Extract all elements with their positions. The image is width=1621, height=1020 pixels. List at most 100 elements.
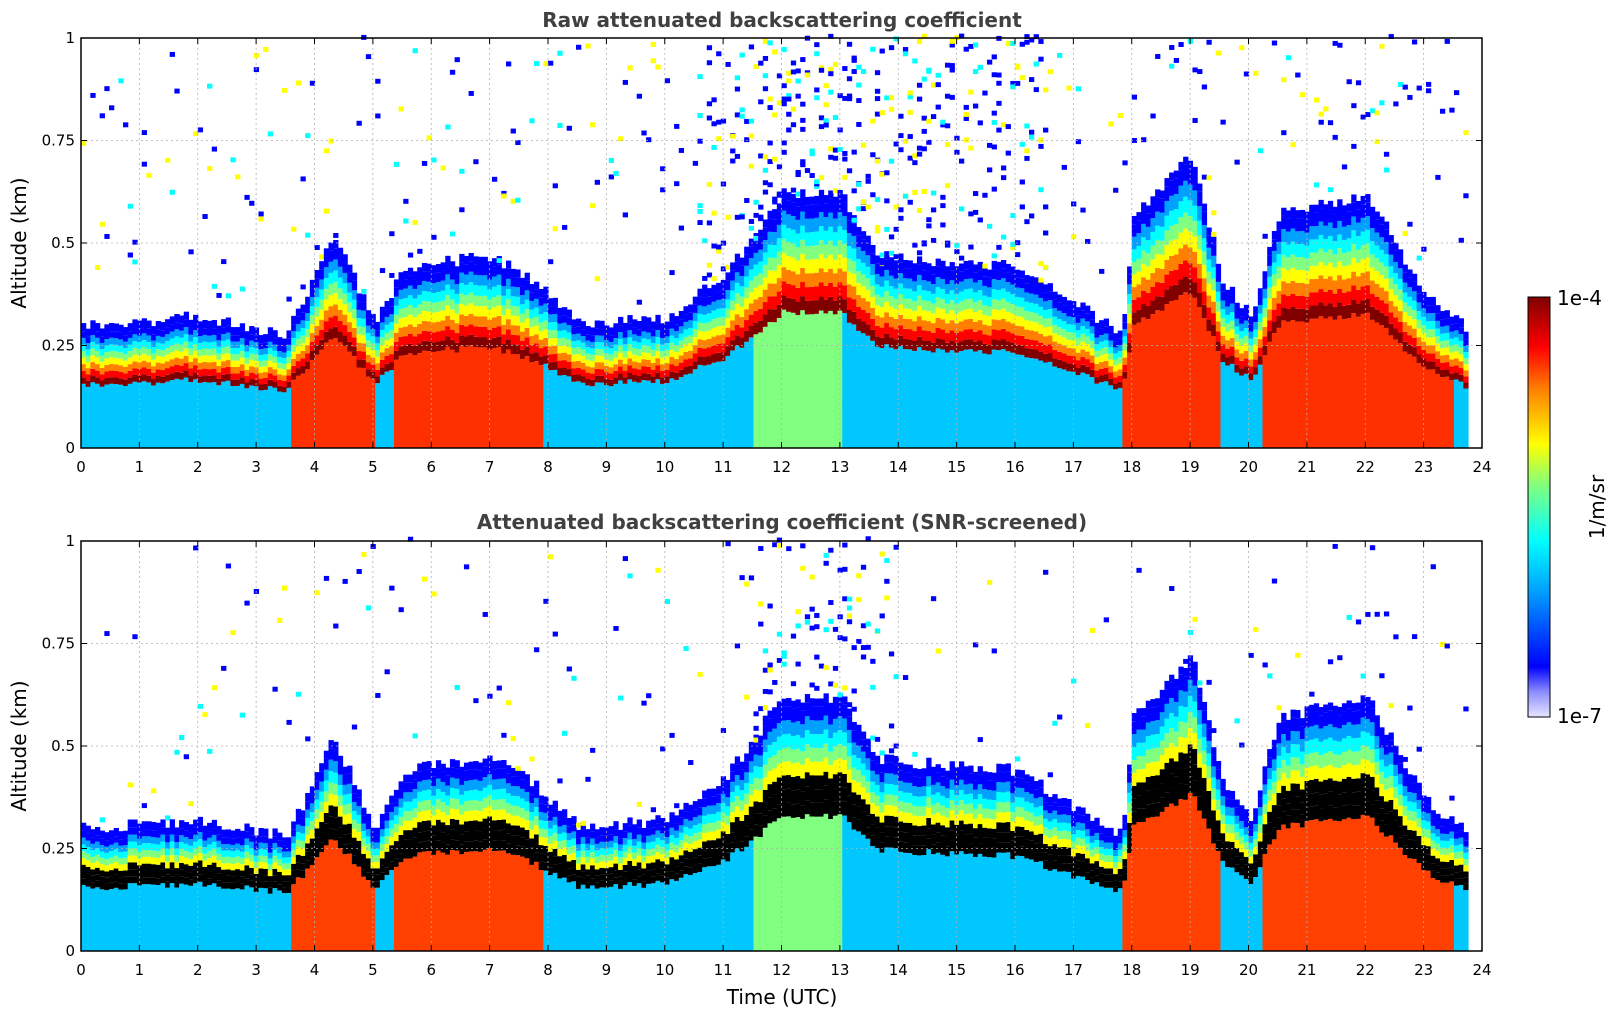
heat-cell (1033, 285, 1039, 295)
heat-cell (1122, 357, 1128, 365)
heat-cell (104, 339, 110, 346)
heat-cell (104, 332, 110, 340)
heat-cell (1094, 350, 1100, 358)
heat-cell (1089, 340, 1095, 349)
heat-cell (123, 385, 129, 448)
heat-cell (566, 339, 572, 348)
heat-cell (991, 72, 997, 78)
heat-cell (781, 46, 787, 52)
heat-cell (202, 214, 208, 219)
heat-cell (1099, 268, 1105, 274)
heat-cell (309, 812, 316, 821)
heat-cell (1267, 331, 1273, 342)
heat-cell (459, 775, 465, 785)
heat-cell (123, 373, 129, 380)
heat-cell (403, 811, 409, 821)
heat-cell (921, 310, 927, 321)
heat-cell (860, 231, 867, 240)
heat-cell (375, 343, 381, 350)
heat-cell (571, 867, 577, 875)
heat-cell (1355, 80, 1362, 86)
heat-cell (580, 356, 586, 363)
heat-cell (1215, 321, 1222, 332)
heat-cell (230, 335, 236, 342)
heat-cell (1010, 352, 1016, 448)
heat-cell (1029, 358, 1035, 448)
heat-cell (608, 379, 614, 387)
heat-cell (1430, 345, 1436, 354)
heat-cell (1374, 271, 1380, 284)
heat-cell (1085, 359, 1091, 367)
heat-cell (1379, 216, 1385, 225)
heat-cell (590, 851, 596, 859)
heat-cell (90, 92, 96, 98)
heat-cell (1402, 230, 1408, 236)
heat-cell (944, 266, 951, 275)
heat-cell (1075, 360, 1081, 368)
heat-cell (146, 375, 152, 383)
heat-cell (1453, 330, 1460, 338)
heat-cell (1453, 351, 1460, 359)
heat-cell (697, 313, 703, 323)
heat-cell (1379, 249, 1385, 263)
heat-cell (884, 312, 890, 324)
heat-cell (557, 353, 563, 361)
heat-cell (608, 360, 614, 368)
heat-cell (165, 848, 171, 856)
heat-cell (426, 291, 432, 302)
chart-title-raw: Raw attenuated backscattering coefficien… (542, 8, 1022, 32)
heat-cell (543, 812, 549, 822)
heat-cell (958, 301, 965, 312)
heat-cell (277, 385, 283, 392)
heat-cell (832, 314, 839, 448)
heat-cell (874, 305, 881, 316)
heat-cell (440, 270, 446, 281)
heat-cell (515, 776, 521, 787)
heat-cell (347, 803, 353, 814)
heat-cell (496, 326, 502, 337)
heat-cell (697, 347, 703, 357)
heat-cell (678, 348, 685, 356)
heat-cell (856, 122, 862, 127)
heat-cell (921, 76, 927, 82)
heat-cell (566, 847, 572, 855)
heat-cell (445, 815, 451, 826)
heat-cell (468, 261, 474, 272)
y-tick-label: 0.75 (42, 132, 75, 150)
heat-cell (711, 327, 717, 337)
heat-cell (576, 838, 582, 845)
heat-cell (884, 251, 890, 260)
heat-cell (412, 298, 418, 308)
heat-cell (179, 315, 185, 324)
heat-cell (734, 261, 741, 273)
heat-cell (1346, 264, 1352, 279)
heat-cell (510, 128, 516, 134)
heat-cell (1211, 267, 1217, 279)
heat-cell (1411, 281, 1418, 292)
heat-cell (90, 869, 96, 876)
heat-cell (221, 882, 227, 889)
x-tick-label: 2 (193, 458, 203, 476)
heat-cell (1290, 142, 1296, 148)
heat-cell (253, 835, 260, 844)
heat-cell (650, 343, 657, 350)
heat-cell (832, 188, 839, 194)
heat-cell (109, 357, 115, 365)
heat-cell (716, 344, 722, 353)
heat-cell (165, 347, 171, 355)
heat-cell (790, 106, 797, 112)
heat-cell (608, 373, 614, 380)
heat-cell (1043, 301, 1049, 311)
heat-cell (1421, 291, 1427, 301)
heat-cell (762, 302, 769, 315)
heat-cell (337, 827, 344, 838)
heat-cell (183, 327, 190, 335)
heat-cell (127, 203, 133, 209)
heat-cell (141, 843, 147, 850)
heat-cell (1033, 312, 1039, 323)
heat-cell (1113, 365, 1119, 372)
heat-cell (225, 339, 232, 347)
heat-cell (337, 764, 344, 775)
heat-cell (758, 249, 764, 262)
heat-cell (1388, 254, 1394, 267)
